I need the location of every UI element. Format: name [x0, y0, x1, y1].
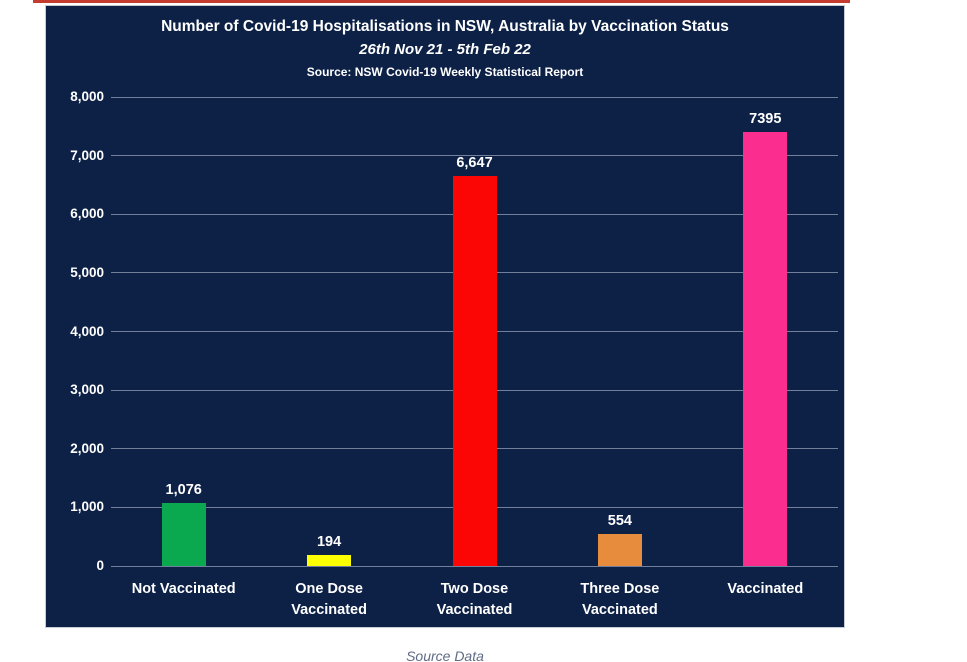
- bar-three-dose-vaccinated: [597, 533, 642, 566]
- y-axis-tick-label: 3,000: [70, 382, 104, 398]
- gridline: [111, 155, 838, 157]
- bar-value-label: 554: [607, 512, 632, 529]
- chart-subtitle: 26th Nov 21 - 5th Feb 22: [359, 41, 531, 58]
- bar-two-dose-vaccinated: [452, 176, 497, 566]
- y-axis-tick-label: 0: [96, 558, 104, 573]
- y-axis-tick-label: 4,000: [70, 323, 104, 339]
- gridline: [111, 96, 838, 98]
- y-axis-tick-label: 7,000: [70, 147, 104, 163]
- y-axis-tick-label: 2,000: [70, 440, 104, 456]
- bar-vaccinated: [743, 132, 788, 566]
- bar-one-dose-vaccinated: [307, 554, 352, 566]
- bar-value-label: 7395: [749, 111, 782, 128]
- x-axis-category-label: Vaccinated: [727, 581, 804, 597]
- chart-panel: Number of Covid-19 Hospitalisations in N…: [45, 5, 845, 628]
- plot-area: 1,076 194 6,647 554 7395: [111, 96, 838, 567]
- source-data-link[interactable]: Source Data: [406, 648, 484, 662]
- chart-source-line: Source: NSW Covid-19 Weekly Statistical …: [306, 65, 584, 79]
- x-axis-category-label: One Dose Vaccinated: [291, 581, 367, 618]
- y-axis-tick-label: 6,000: [70, 206, 104, 222]
- x-axis-category-label: Not Vaccinated: [131, 581, 236, 597]
- chart-title: Number of Covid-19 Hospitalisations in N…: [161, 18, 729, 35]
- y-axis-tick-label: 8,000: [70, 89, 104, 104]
- gridline: [111, 565, 838, 567]
- top-red-strip: [33, 0, 850, 3]
- y-axis-tick-label: 1,000: [70, 499, 104, 515]
- bar-value-label: 6,647: [456, 155, 493, 172]
- y-axis-tick-label: 5,000: [70, 264, 104, 280]
- chart-header: Number of Covid-19 Hospitalisations in N…: [46, 17, 844, 80]
- x-axis-category-label: Two Dose Vaccinated: [436, 581, 513, 618]
- bar-value-label: 1,076: [165, 481, 202, 498]
- bar-value-label: 194: [316, 533, 342, 550]
- bar-not-vaccinated: [161, 502, 206, 566]
- x-axis-category-label: Three Dose Vaccinated: [580, 581, 660, 618]
